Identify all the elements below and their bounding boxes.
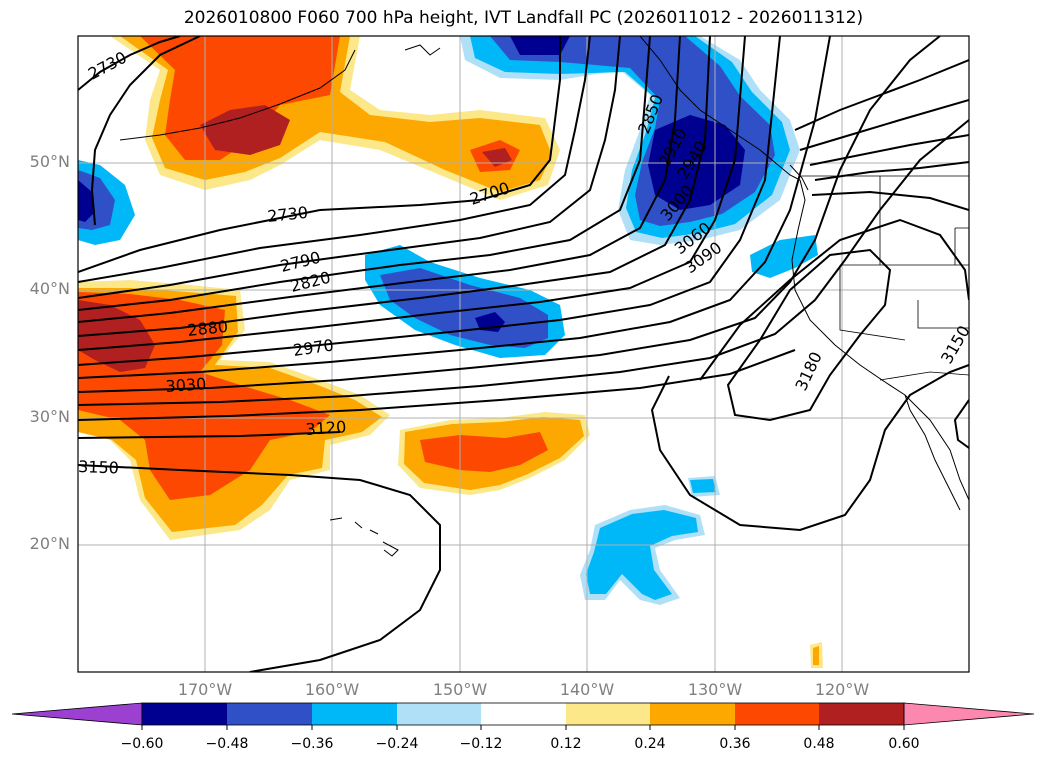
lon-tick-label: 140°W (559, 680, 615, 699)
map-title: 2026010800 F060 700 hPa height, IVT Land… (183, 8, 864, 28)
colorbar-bin (650, 703, 735, 725)
height-contours (78, 36, 969, 672)
colorbar-bin (312, 703, 397, 725)
colorbar-over-arrow (903, 702, 1035, 726)
colorbar-tick-label: −0.12 (459, 736, 503, 752)
anomaly-positive-aleutian (110, 36, 560, 200)
colorbar-bin (735, 703, 819, 725)
coastlines (119, 36, 969, 557)
colorbar-tick-label: −0.48 (205, 736, 249, 752)
colorbar-bin (227, 703, 312, 725)
lat-tick-label: 30°N (29, 407, 70, 426)
colorbar-tick-label: 0.24 (634, 736, 666, 752)
lon-tick-label: 150°W (432, 680, 488, 699)
colorbar-tick-label: 0.48 (803, 736, 835, 752)
colorbar-bin (397, 703, 481, 725)
lon-tick-label: 120°W (814, 680, 870, 699)
colorbar-tick-label: 0.36 (719, 736, 751, 752)
lon-tick-label: 170°W (177, 680, 233, 699)
colorbar-bin (566, 703, 650, 725)
lon-tick-label: 160°W (304, 680, 360, 699)
colorbar-tick-label: 0.60 (888, 736, 920, 752)
contour-label: 3150 (78, 457, 119, 477)
colorbar-under-arrow (11, 702, 143, 726)
political-borders (800, 175, 969, 381)
colorbar-bin (142, 703, 227, 725)
contour-label: 3120 (305, 417, 347, 439)
colorbar-tick-label: −0.60 (120, 736, 164, 752)
anomaly-negative-southeast (580, 235, 818, 605)
contour-label: 3030 (165, 374, 207, 396)
colorbar-bin (819, 703, 904, 725)
map-frame (77, 35, 970, 673)
lat-tick-label: 40°N (29, 279, 70, 298)
colorbar-bin (481, 703, 566, 725)
colorbar (11, 702, 1035, 730)
lon-tick-label: 130°W (687, 680, 743, 699)
colorbar-tick-label: −0.24 (375, 736, 419, 752)
contour-label: 2880 (186, 317, 228, 340)
anomaly-positive-subtropical (78, 280, 823, 668)
lat-tick-label: 20°N (29, 534, 70, 553)
colorbar-tick-label: −0.36 (290, 736, 334, 752)
colorbar-tick-label: 0.12 (550, 736, 582, 752)
contour-label: 2730 (266, 203, 308, 226)
lat-tick-label: 50°N (29, 152, 70, 171)
